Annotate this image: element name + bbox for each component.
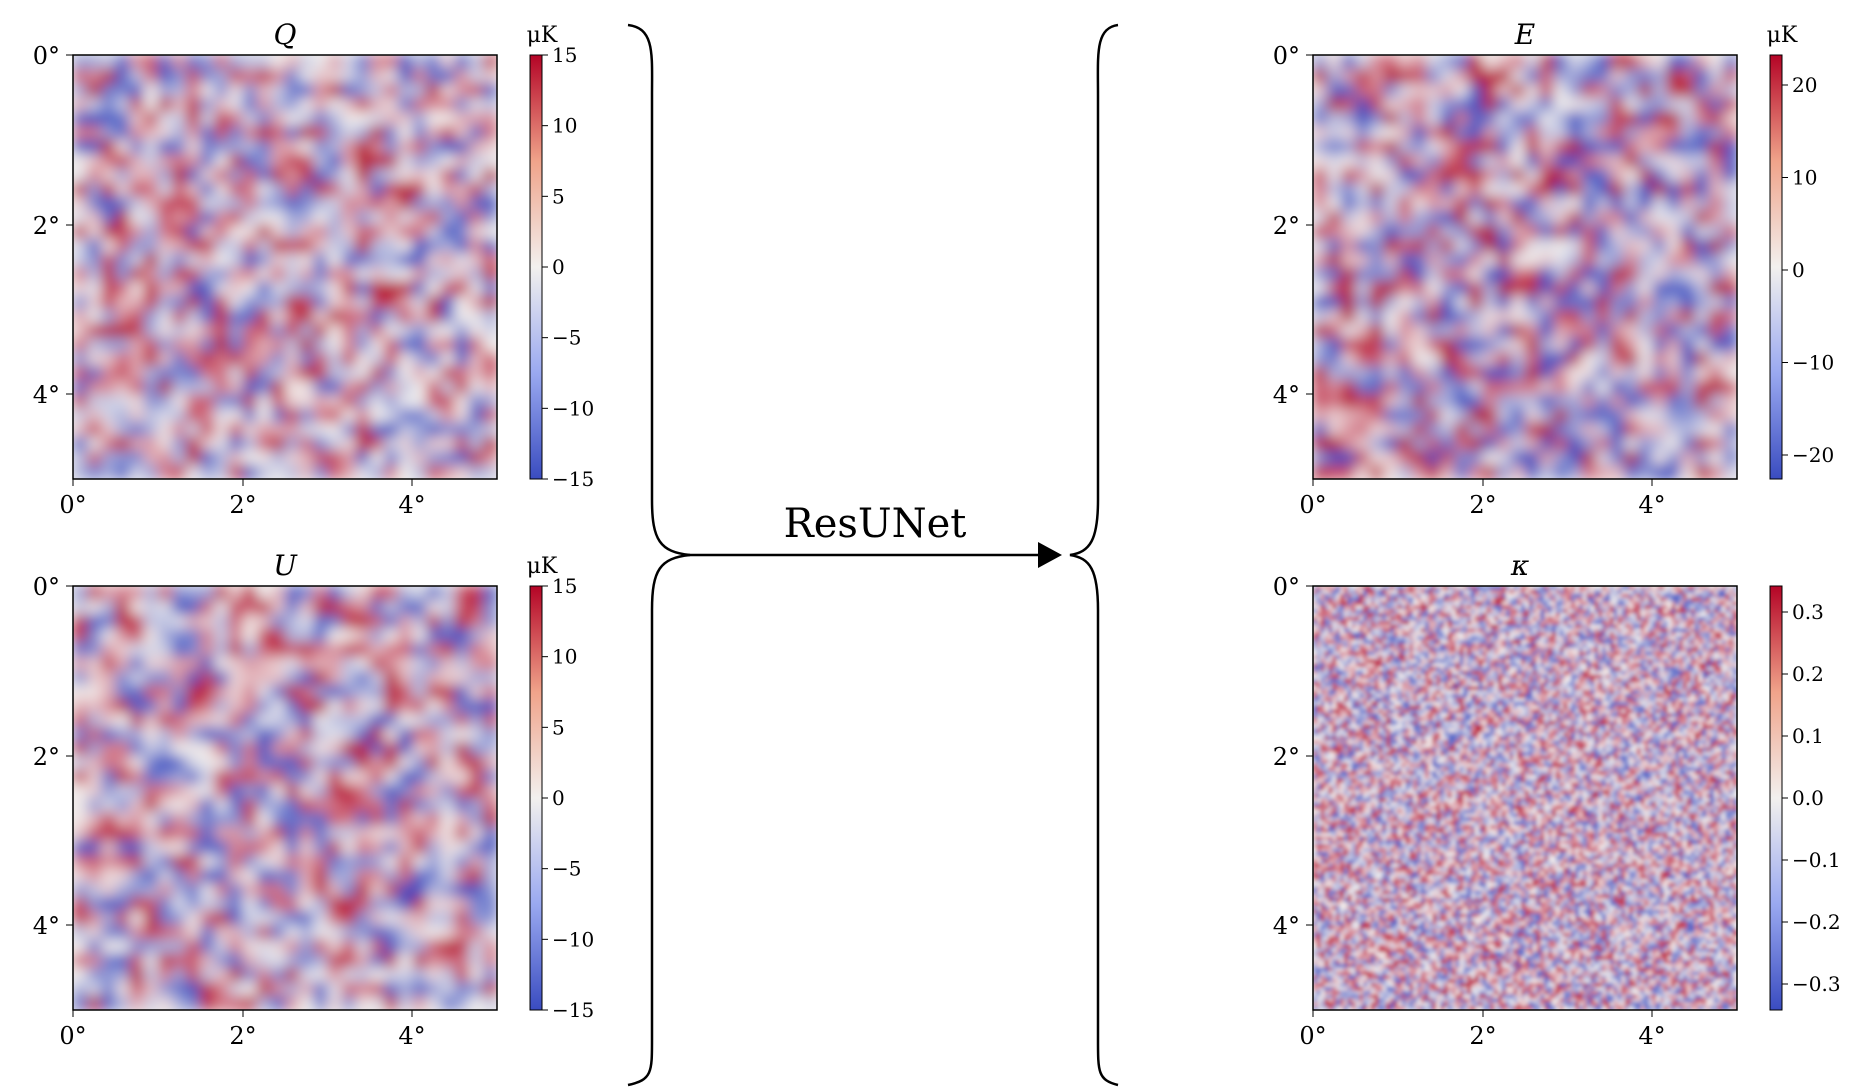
map-frame-kappa [1312, 585, 1738, 1011]
colorbar-unit-e: μK [1767, 23, 1798, 48]
map-kappa [1313, 586, 1737, 1010]
colorbar-tick-label: −0.3 [1792, 972, 1841, 996]
x-tick-label: 0° [59, 491, 86, 519]
map-q [73, 55, 497, 479]
arrow-label: ResUNet [784, 501, 967, 547]
x-tick-label: 4° [1638, 1022, 1665, 1050]
resunet-arrow: ResUNet [688, 501, 1062, 568]
colorbar-tick-label: −10 [552, 396, 594, 420]
x-axis-u: 0° 2° 4° [59, 1010, 426, 1050]
map-e [1313, 55, 1737, 479]
y-axis-q: 0° 2° 4° [33, 42, 73, 409]
colorbar-tick-label: −0.1 [1792, 848, 1841, 872]
colorbar-e: μK 20 10 0 −10 −20 [1767, 23, 1834, 480]
arrowhead-icon [1038, 542, 1062, 568]
x-axis-q: 0° 2° 4° [59, 479, 426, 519]
y-tick-label: 4° [33, 912, 60, 940]
colorbar-tick-label: −5 [552, 857, 581, 881]
colorbar-tick-label: −5 [552, 326, 581, 350]
colorbar-tick-label: 20 [1792, 73, 1817, 97]
y-axis-kappa: 0° 2° 4° [1273, 573, 1313, 940]
colorbar-tick-label: 0 [1792, 258, 1805, 282]
x-axis-kappa: 0° 2° 4° [1299, 1010, 1666, 1050]
x-tick-label: 4° [1638, 491, 1665, 519]
y-tick-label: 2° [33, 212, 60, 240]
panel-title-e: E [1514, 18, 1535, 51]
panel-title-q: Q [274, 18, 297, 51]
y-tick-label: 0° [1273, 42, 1300, 70]
x-tick-label: 2° [1469, 1022, 1496, 1050]
colorbar-u: μK 15 10 5 0 −5 −10 −15 [527, 554, 595, 1022]
colorbar-kappa: 0.3 0.2 0.1 0.0 −0.1 −0.2 −0.3 [1769, 585, 1841, 1011]
colorbar-tick-label: 5 [552, 184, 565, 208]
panel-title-u: U [273, 549, 298, 582]
y-tick-label: 2° [1273, 743, 1300, 771]
panel-title-kappa: κ [1510, 549, 1529, 582]
colorbar-tick-label: 0.0 [1792, 786, 1824, 810]
y-axis-u: 0° 2° 4° [33, 573, 73, 940]
map-frame-u [72, 585, 498, 1011]
left-brace [627, 23, 691, 1087]
colorbar-bar-e [1769, 54, 1783, 480]
x-tick-label: 0° [1299, 1022, 1326, 1050]
map-frame-q [72, 54, 498, 480]
map-frame-e [1312, 54, 1738, 480]
panel-kappa: κ 0° 2° 4° 0° 2° 4° 0.3 0.2 0.1 0.0 −0.1 −0.2… [1273, 549, 1841, 1050]
colorbar-tick-label: 15 [552, 43, 577, 67]
panel-e: E 0° 2° 4° 0° 2° 4° μK 20 10 0 −10 −20 [1273, 18, 1835, 519]
colorbar-unit-q: μK [527, 23, 558, 48]
y-tick-label: 0° [1273, 573, 1300, 601]
y-tick-label: 4° [33, 381, 60, 409]
right-brace [1069, 23, 1119, 1087]
colorbar-tick-label: 10 [1792, 166, 1817, 190]
y-tick-label: 4° [1273, 381, 1300, 409]
x-tick-label: 2° [229, 1022, 256, 1050]
colorbar-tick-label: 5 [552, 715, 565, 739]
y-tick-label: 2° [33, 743, 60, 771]
colorbar-tick-label: −10 [1792, 351, 1834, 375]
colorbar-unit-u: μK [527, 554, 558, 579]
x-tick-label: 0° [59, 1022, 86, 1050]
y-axis-e: 0° 2° 4° [1273, 42, 1313, 409]
colorbar-tick-label: 0 [552, 786, 565, 810]
colorbar-q: μK 15 10 5 0 −5 −10 −15 [527, 23, 595, 491]
y-tick-label: 0° [33, 42, 60, 70]
x-tick-label: 2° [229, 491, 256, 519]
y-tick-label: 4° [1273, 912, 1300, 940]
colorbar-tick-label: 0 [552, 255, 565, 279]
colorbar-tick-label: −15 [552, 998, 594, 1022]
colorbar-bar-kappa [1769, 585, 1783, 1011]
panel-q: Q 0° 2° 4° 0° 2° 4° μK 15 10 5 0 −5 −10 −15 [33, 18, 595, 519]
map-u [73, 586, 497, 1010]
panel-u: U 0° 2° 4° 0° 2° 4° μK 15 10 5 0 −5 −10 −15 [33, 549, 595, 1050]
colorbar-tick-label: 0.1 [1792, 724, 1824, 748]
y-tick-label: 2° [1273, 212, 1300, 240]
colorbar-tick-label: −15 [552, 467, 594, 491]
colorbar-tick-label: 10 [552, 114, 577, 138]
x-tick-label: 2° [1469, 491, 1496, 519]
x-tick-label: 4° [398, 491, 425, 519]
colorbar-tick-label: 0.3 [1792, 600, 1824, 624]
x-axis-e: 0° 2° 4° [1299, 479, 1666, 519]
colorbar-tick-label: −20 [1792, 443, 1834, 467]
colorbar-bar-q [529, 54, 543, 480]
colorbar-tick-label: 0.2 [1792, 662, 1824, 686]
colorbar-tick-label: −0.2 [1792, 910, 1841, 934]
colorbar-tick-label: −10 [552, 927, 594, 951]
colorbar-bar-u [529, 585, 543, 1011]
y-tick-label: 0° [33, 573, 60, 601]
colorbar-tick-label: 10 [552, 645, 577, 669]
x-tick-label: 4° [398, 1022, 425, 1050]
x-tick-label: 0° [1299, 491, 1326, 519]
colorbar-tick-label: 15 [552, 574, 577, 598]
